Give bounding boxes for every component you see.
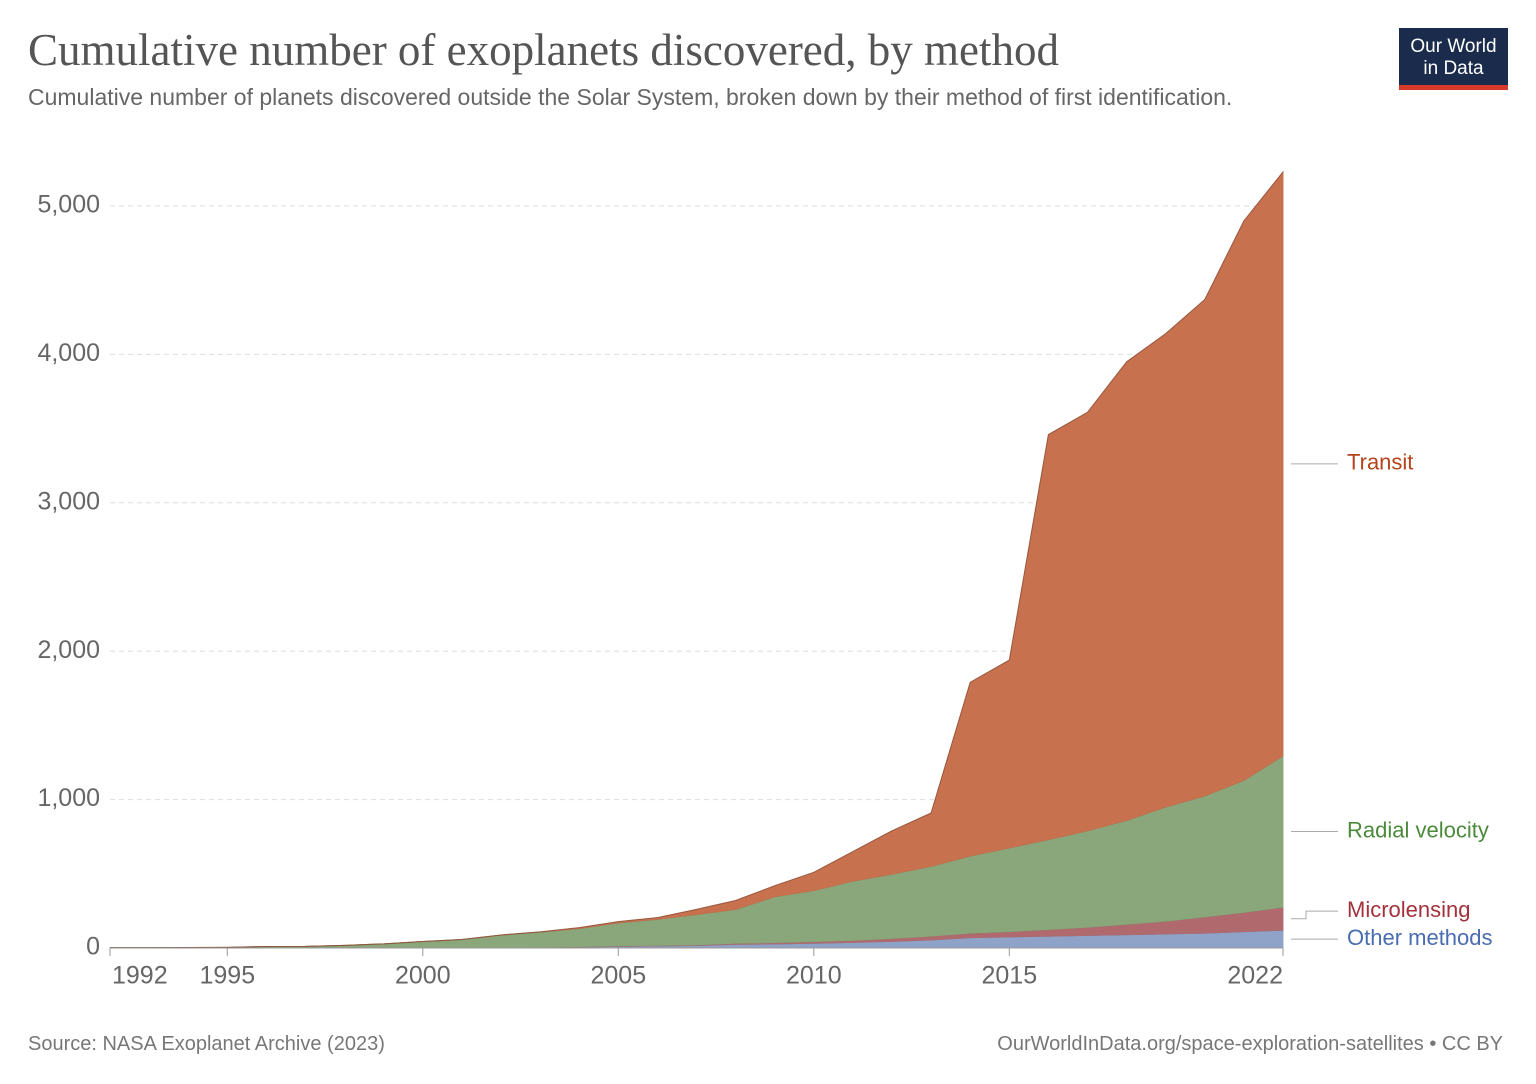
y-tick-label: 5,000 bbox=[37, 191, 100, 219]
label-connector bbox=[1291, 910, 1338, 920]
x-tick-label: 2015 bbox=[981, 962, 1037, 990]
logo[interactable]: Our World in Data bbox=[1399, 28, 1508, 90]
y-tick-label: 4,000 bbox=[37, 339, 100, 367]
x-tick-label: 2022 bbox=[1227, 962, 1283, 990]
y-tick-label: 0 bbox=[86, 933, 100, 961]
x-tick-label: 1992 bbox=[112, 962, 168, 990]
license[interactable]: OurWorldInData.org/space-exploration-sat… bbox=[997, 1033, 1503, 1055]
series-label: Transit bbox=[1347, 450, 1413, 475]
logo-line: Our World bbox=[1410, 36, 1497, 57]
x-tick-label: 1995 bbox=[199, 962, 255, 990]
y-tick-label: 3,000 bbox=[37, 487, 100, 515]
series-label: Microlensing bbox=[1347, 897, 1471, 922]
series-label: Other methods bbox=[1347, 925, 1493, 950]
area-edge bbox=[110, 171, 1284, 949]
y-tick-label: 2,000 bbox=[37, 636, 100, 664]
chart-title: Cumulative number of exoplanets discover… bbox=[28, 25, 1060, 75]
x-tick-label: 2005 bbox=[590, 962, 646, 990]
area bbox=[110, 170, 1284, 949]
y-tick-label: 1,000 bbox=[37, 784, 100, 812]
x-tick-label: 2000 bbox=[395, 962, 451, 990]
series-label: Radial velocity bbox=[1347, 817, 1489, 842]
logo-line: in Data bbox=[1423, 58, 1484, 79]
chart-subtitle: Cumulative number of planets discovered … bbox=[28, 84, 1233, 110]
source: Source: NASA Exoplanet Archive (2023) bbox=[28, 1033, 385, 1055]
x-tick-label: 2010 bbox=[786, 962, 842, 990]
